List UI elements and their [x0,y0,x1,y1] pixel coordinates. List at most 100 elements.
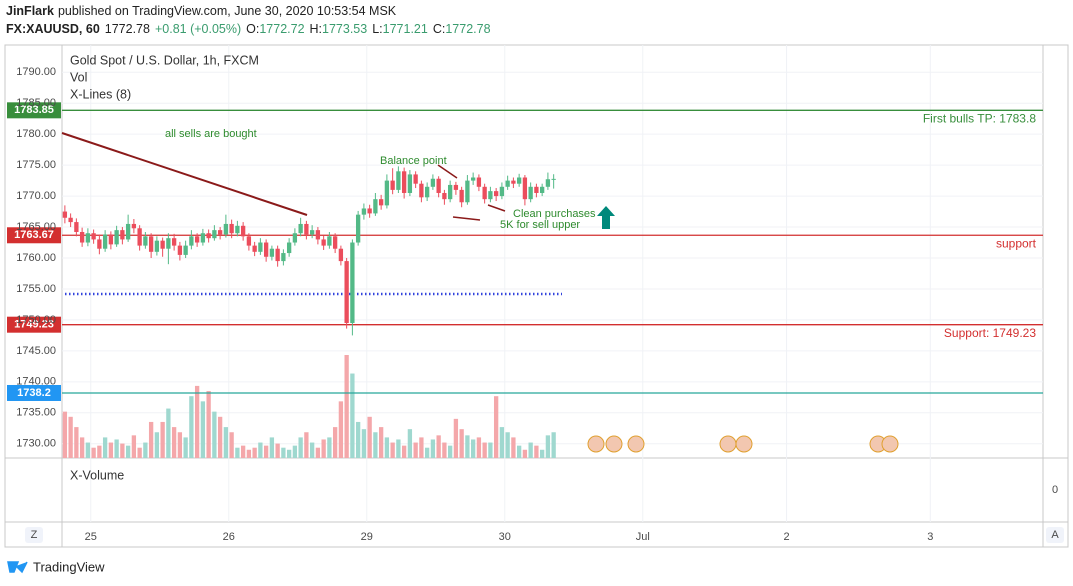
y-tick-label: 1760.00 [16,252,56,264]
ohlc-value: 1772.72 [259,22,304,36]
y-tick-label: 1755.00 [16,283,56,295]
volume-bar [240,445,246,458]
volume-bar [401,445,407,458]
volume-bar [74,427,79,458]
candle-body [212,230,217,239]
x-tick-label: 2 [783,531,789,543]
event-icon [605,435,623,453]
candle-body [493,191,499,197]
volume-bar [344,355,349,458]
candle-body [321,239,326,246]
volume-bar [298,437,303,458]
button[interactable] [1046,527,1064,543]
candle-body [373,199,378,214]
volume-bar [390,442,395,458]
volume-bar [511,437,516,458]
volume-bar [373,432,378,458]
volume-bar [493,396,499,458]
volume-bar [125,445,131,458]
candle-body [286,242,292,254]
button-label[interactable]: Z [31,529,38,541]
x-tick-label: 25 [85,531,97,543]
candle-body [419,183,424,198]
event-icon [735,435,753,453]
candle-body [332,236,338,249]
volume-bar [91,447,96,458]
annotation: 5K for sell upper [500,219,580,231]
price-tag-label: 1783.85 [14,104,54,116]
x-tick-label: 3 [927,531,933,543]
volume-bar [160,421,165,458]
volume-bar [545,435,551,458]
annotation: all sells are bought [165,128,257,140]
candle-body [171,238,177,246]
volume-bar [551,432,556,458]
candle-body [217,230,223,235]
candle-body [275,248,280,262]
candle-body [252,245,257,252]
price-tag-label: 1738.2 [17,387,51,399]
volume-bar [338,401,344,458]
volume-bar [275,443,280,458]
candle-body [378,199,384,206]
volume-bar [436,435,441,458]
volume-bar [505,432,510,458]
legend-item: X-Lines (8) [70,87,131,101]
candle-body [516,177,522,184]
volume-bar [120,443,125,458]
arrow-up [597,206,615,229]
volume-bar [246,449,252,458]
candle-body [79,231,85,243]
y-tick-label: 1790.00 [16,66,56,78]
event-icons [587,435,899,453]
volume-bar [367,416,372,458]
button[interactable] [25,527,43,543]
volume-bar [194,385,200,458]
volume-bar [350,373,355,458]
price-tag [7,384,61,401]
event-icon [627,435,645,453]
volume-bar [534,445,539,458]
candle-body [292,233,298,243]
volume-bar [459,429,464,458]
candle-body [91,233,96,240]
volume-bar [97,445,102,458]
volume-bar [143,442,148,458]
candle-body [465,180,470,203]
volume-bar [85,442,91,458]
y-tick-label: 1785.00 [16,97,56,109]
volume-bar [315,447,321,458]
volume-bar [269,437,275,458]
level-label: support [996,236,1037,250]
x-tick-label: 30 [499,531,511,543]
volume-bar [235,447,240,458]
candle-body [131,223,137,229]
candle-body [534,186,539,193]
y-tick-label: 1780.00 [16,128,56,140]
y-tick-label: 1730.00 [16,438,56,450]
candle-body [413,174,418,184]
ohlc-value: 1772.78 [445,22,490,36]
candle-body [459,189,464,203]
volume-bar [327,437,332,458]
candle-body [137,228,142,246]
volume-bar [131,435,137,458]
candles [62,166,556,336]
volume-bar [206,391,211,458]
volume-bar [252,447,257,458]
symbol: FX:XAUUSD, 60 [6,22,100,36]
volume-bar [384,437,390,458]
published: published on TradingView.com, June 30, 2… [58,4,397,18]
candle-body [177,245,183,255]
volume-bar [332,427,338,458]
y-tick-label: 1740.00 [16,376,56,388]
candle-body [384,180,390,206]
pane-tick: 0 [1052,484,1058,496]
button-label[interactable]: A [1051,529,1059,541]
volume-bar [465,435,470,458]
volume-bar [424,447,430,458]
volume-bar [79,437,85,458]
candle-body [545,179,551,187]
x-tick-label: 26 [223,531,235,543]
